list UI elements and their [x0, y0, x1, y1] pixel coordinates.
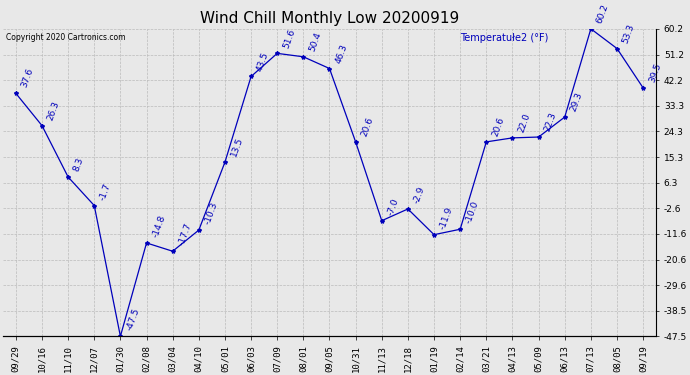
Text: Temperatułe2 (°F): Temperatułe2 (°F): [460, 33, 549, 44]
Text: 22.0: 22.0: [517, 112, 532, 134]
Text: 20.6: 20.6: [359, 116, 375, 138]
Text: 20.6: 20.6: [491, 116, 506, 138]
Text: -11.9: -11.9: [438, 206, 455, 231]
Text: 8.3: 8.3: [72, 156, 86, 173]
Text: 22.3: 22.3: [543, 111, 558, 133]
Text: -2.9: -2.9: [412, 185, 426, 205]
Text: Copyright 2020 Cartronics.com: Copyright 2020 Cartronics.com: [6, 33, 126, 42]
Text: -10.3: -10.3: [203, 201, 219, 226]
Text: 50.4: 50.4: [308, 31, 323, 52]
Text: 39.5: 39.5: [647, 62, 662, 84]
Text: -7.0: -7.0: [386, 197, 400, 216]
Text: -1.7: -1.7: [99, 182, 113, 201]
Text: 46.3: 46.3: [334, 42, 349, 64]
Title: Wind Chill Monthly Low 20200919: Wind Chill Monthly Low 20200919: [200, 11, 459, 26]
Text: -17.7: -17.7: [177, 222, 193, 247]
Text: 53.3: 53.3: [621, 22, 636, 44]
Text: 37.6: 37.6: [20, 67, 35, 89]
Text: -14.8: -14.8: [150, 214, 167, 239]
Text: 29.3: 29.3: [569, 91, 584, 113]
Text: -10.0: -10.0: [464, 200, 481, 225]
Text: 43.5: 43.5: [255, 51, 270, 72]
Text: 26.3: 26.3: [46, 100, 61, 122]
Text: -47.5: -47.5: [125, 307, 141, 332]
Text: 51.6: 51.6: [282, 27, 297, 49]
Text: 13.5: 13.5: [229, 136, 244, 158]
Text: 60.2: 60.2: [595, 3, 611, 25]
